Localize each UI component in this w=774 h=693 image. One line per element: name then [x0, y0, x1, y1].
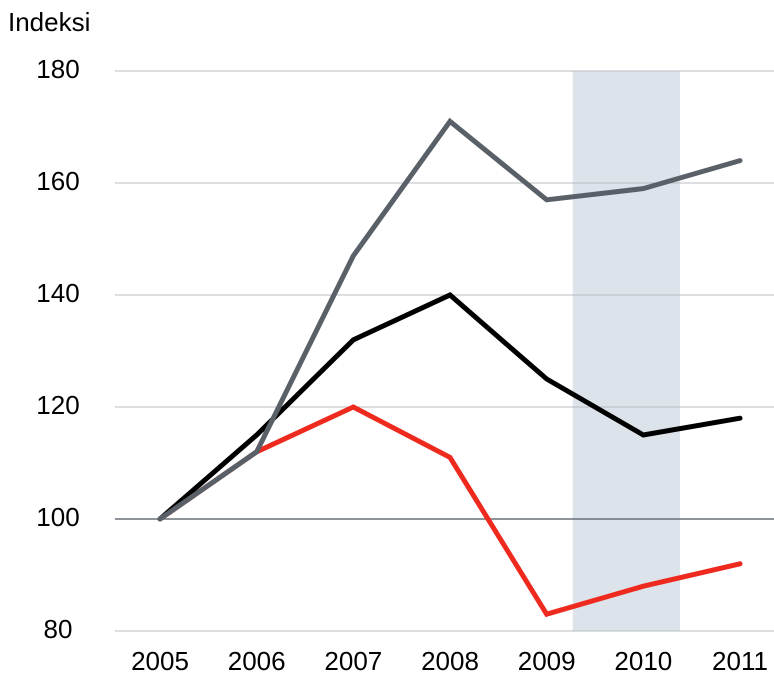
y-tick-label: 140 [36, 278, 79, 308]
x-tick-label: 2009 [518, 646, 576, 676]
line-series [157, 292, 743, 522]
y-tick-label: 120 [36, 390, 79, 420]
x-tick-label: 2005 [131, 646, 189, 676]
x-tick-label: 2011 [712, 646, 768, 676]
x-tick-label: 2008 [421, 646, 479, 676]
x-tick-label: 2006 [228, 646, 286, 676]
y-tick-label: 180 [36, 54, 79, 84]
line-series [157, 117, 743, 522]
shaded-band [572, 71, 681, 631]
y-axis-label: Indeksi [8, 7, 90, 37]
x-tick-label: 2010 [614, 646, 672, 676]
y-tick-label: 160 [36, 166, 79, 196]
x-tick-label: 2007 [324, 646, 382, 676]
y-tick-label: 100 [36, 502, 79, 532]
y-tick-label: 80 [44, 614, 73, 644]
